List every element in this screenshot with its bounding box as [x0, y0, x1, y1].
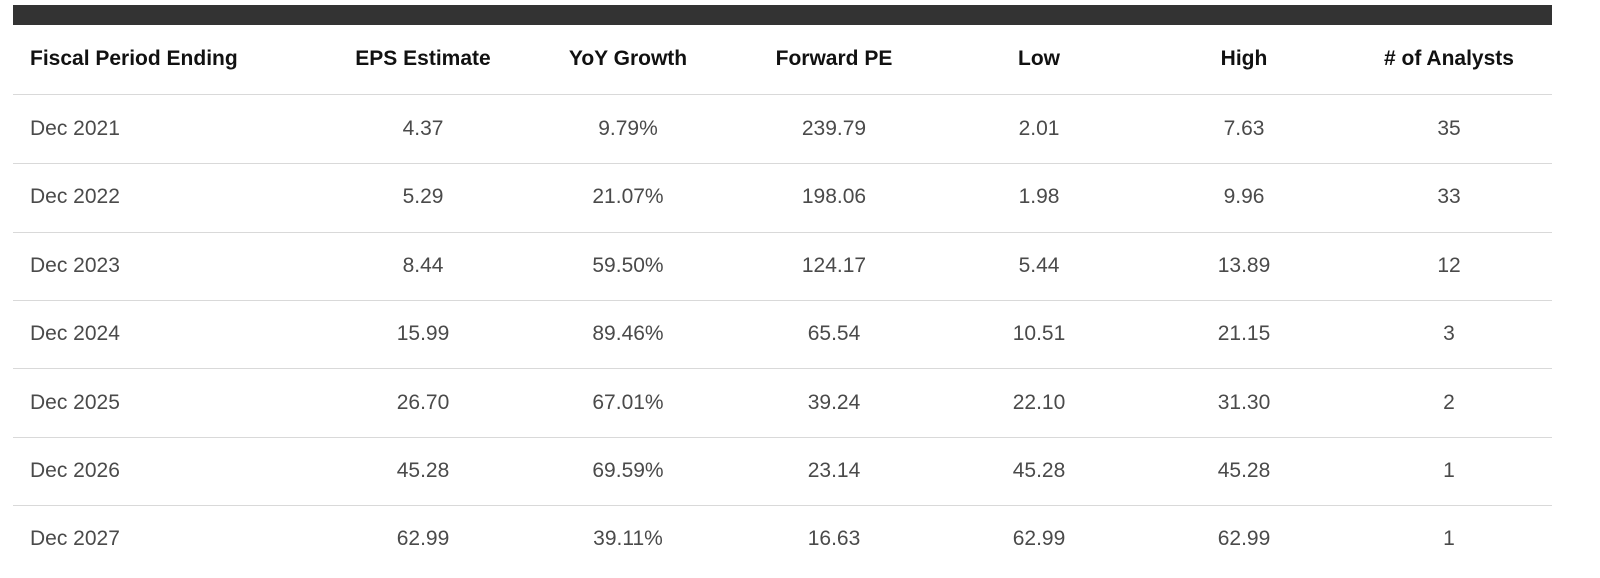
value-cell: 239.79	[801, 117, 867, 140]
value-cell: 65.54	[807, 322, 861, 346]
row-divider	[13, 300, 1552, 301]
value-cell: 9.79%	[598, 117, 658, 140]
value-cell: 31.30	[1217, 390, 1271, 414]
value-cell: 45.28	[1217, 459, 1271, 482]
value-cell: 15.99	[396, 322, 450, 346]
value-cell: 23.14	[807, 459, 861, 482]
period-cell: Dec 2027	[30, 527, 120, 551]
value-cell: 7.63	[1223, 117, 1265, 140]
row-divider	[13, 163, 1552, 164]
column-header: # of Analysts	[1384, 47, 1514, 70]
value-cell: 4.37	[402, 117, 444, 140]
value-cell: 2.01	[1018, 117, 1060, 140]
value-cell: 124.17	[801, 253, 867, 277]
value-cell: 33	[1437, 185, 1461, 209]
period-cell: Dec 2026	[30, 459, 120, 482]
value-cell: 39.24	[807, 390, 861, 414]
value-cell: 35	[1437, 117, 1461, 140]
value-cell: 16.63	[807, 527, 861, 551]
row-divider	[13, 232, 1552, 233]
value-cell: 21.15	[1217, 322, 1271, 346]
value-cell: 26.70	[396, 390, 450, 414]
column-header: Forward PE	[775, 47, 893, 70]
period-cell: Dec 2025	[30, 390, 120, 414]
column-header: High	[1220, 47, 1268, 70]
value-cell: 62.99	[1012, 527, 1066, 551]
row-divider	[13, 368, 1552, 369]
row-divider	[13, 437, 1552, 438]
value-cell: 39.11%	[593, 527, 663, 551]
value-cell: 10.51	[1012, 322, 1066, 346]
value-cell: 8.44	[402, 253, 444, 277]
value-cell: 3	[1443, 322, 1455, 346]
value-cell: 62.99	[396, 527, 450, 551]
value-cell: 9.96	[1223, 185, 1265, 209]
value-cell: 22.10	[1012, 390, 1066, 414]
value-cell: 12	[1437, 253, 1461, 277]
value-cell: 62.99	[1217, 527, 1271, 551]
value-cell: 1.98	[1018, 185, 1060, 209]
value-cell: 1	[1443, 527, 1455, 551]
value-cell: 2	[1443, 390, 1455, 414]
value-cell: 69.59%	[592, 459, 664, 482]
value-cell: 59.50%	[592, 253, 664, 277]
value-cell: 13.89	[1217, 253, 1271, 277]
value-cell: 1	[1443, 459, 1455, 482]
column-header: EPS Estimate	[355, 47, 491, 70]
row-divider	[13, 505, 1552, 506]
column-header: YoY Growth	[568, 47, 688, 70]
value-cell: 89.46%	[592, 322, 664, 346]
value-cell: 5.29	[402, 185, 444, 209]
period-cell: Dec 2022	[30, 185, 120, 209]
value-cell: 21.07%	[592, 185, 664, 209]
header-divider	[13, 94, 1552, 95]
period-cell: Dec 2024	[30, 322, 120, 346]
value-cell: 5.44	[1018, 253, 1060, 277]
value-cell: 67.01%	[592, 390, 664, 414]
value-cell: 45.28	[396, 459, 450, 482]
column-header: Fiscal Period Ending	[30, 47, 238, 70]
period-cell: Dec 2023	[30, 253, 120, 277]
period-cell: Dec 2021	[30, 117, 120, 140]
value-cell: 198.06	[801, 185, 867, 209]
value-cell: 45.28	[1012, 459, 1066, 482]
column-header: Low	[1018, 47, 1060, 70]
table-top-bar	[13, 5, 1552, 25]
